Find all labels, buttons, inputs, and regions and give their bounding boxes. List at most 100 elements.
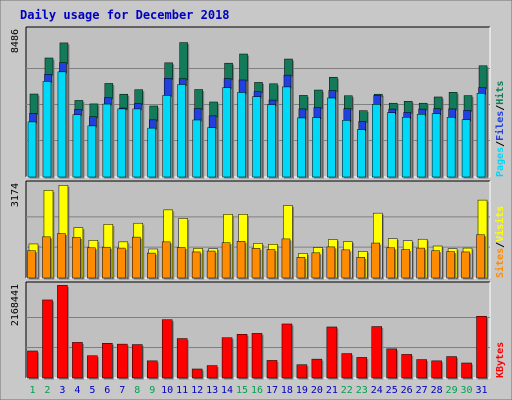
bar-kbytes-day-4	[72, 342, 84, 380]
bar-kbytes-day-29	[446, 356, 459, 380]
x-tick-label: 18	[281, 385, 293, 396]
bar-sites-day-6	[102, 246, 112, 280]
bar-sites-day-11	[176, 247, 187, 280]
bar-sites-day-14	[221, 242, 232, 280]
bar-pages-day-28	[431, 113, 442, 179]
bar-pages-day-8	[132, 108, 143, 179]
x-tick-label: 11	[176, 385, 188, 396]
bar-sites-day-9	[146, 252, 157, 280]
x-tick-label: 2	[44, 385, 50, 396]
x-tick-label: 21	[326, 385, 338, 396]
chart-title: Daily usage for December 2018	[20, 8, 230, 22]
bar-pages-day-7	[117, 108, 128, 179]
bar-kbytes-day-18	[281, 323, 294, 380]
bar-sites-day-1	[27, 250, 37, 280]
panel-2: 3174 Sites/Visits	[10, 180, 506, 280]
bar-sites-day-13	[206, 250, 217, 280]
bar-kbytes-day-9	[146, 360, 159, 380]
bar-pages-day-5	[87, 125, 98, 179]
x-tick-label: 9	[149, 385, 155, 396]
x-tick-label: 17	[266, 385, 278, 396]
bar-sites-day-24	[371, 242, 382, 280]
bar-sites-day-7	[117, 247, 127, 280]
bar-sites-day-27	[416, 247, 427, 280]
bar-pages-day-20	[312, 117, 322, 179]
bar-sites-day-5	[87, 247, 97, 280]
bar-kbytes-day-31	[476, 315, 489, 380]
bar-sites-day-12	[191, 251, 202, 280]
bar-sites-day-4	[72, 237, 82, 280]
x-tick-label: 24	[371, 385, 383, 396]
bar-sites-day-15	[236, 241, 247, 280]
bar-kbytes-day-30	[461, 362, 474, 380]
bar-kbytes-day-3	[57, 285, 69, 380]
bar-pages-day-23	[357, 129, 367, 179]
x-tick-label: 10	[161, 385, 173, 396]
bar-pages-day-15	[237, 92, 248, 179]
bar-kbytes-day-21	[326, 326, 339, 380]
bar-pages-day-16	[252, 96, 263, 179]
bar-kbytes-day-25	[386, 348, 399, 380]
bar-pages-day-10	[162, 95, 173, 179]
bar-kbytes-day-16	[251, 333, 264, 380]
x-tick-label: 5	[89, 385, 95, 396]
bar-kbytes-day-23	[356, 357, 369, 380]
series-legend: Sites/Visits	[494, 206, 506, 278]
bar-sites-day-28	[431, 250, 442, 280]
bar-pages-day-26	[401, 116, 412, 179]
panel-1: 8486 Pages/Files/Hits	[10, 26, 506, 179]
bar-sites-day-17	[266, 249, 277, 280]
bar-pages-day-21	[327, 97, 337, 179]
x-tick-label: 6	[104, 385, 110, 396]
bar-kbytes-day-22	[341, 353, 354, 380]
bar-pages-day-25	[386, 112, 397, 179]
x-tick-label: 16	[251, 385, 263, 396]
bar-sites-day-26	[401, 249, 412, 280]
bar-sites-day-22	[341, 249, 352, 280]
x-tick-label: 7	[119, 385, 125, 396]
bar-sites-day-20	[311, 252, 322, 280]
x-tick-label: 12	[191, 385, 203, 396]
bar-sites-day-31	[476, 234, 487, 280]
x-tick-label: 19	[296, 385, 308, 396]
bar-kbytes-day-8	[132, 344, 144, 380]
bar-pages-day-19	[297, 117, 307, 179]
bar-sites-day-2	[42, 236, 52, 280]
x-tick-label: 8	[134, 385, 140, 396]
y-max-label: 3174	[10, 183, 21, 207]
bar-kbytes-day-14	[221, 337, 234, 380]
x-tick-label: 31	[475, 385, 487, 396]
y-max-label: 2168441	[10, 284, 21, 326]
bar-kbytes-day-7	[117, 343, 129, 380]
bar-sites-day-29	[446, 251, 457, 280]
bar-sites-day-30	[461, 251, 472, 280]
bar-kbytes-day-15	[236, 334, 249, 380]
x-tick-label: 27	[416, 385, 428, 396]
y-max-label: 8486	[10, 29, 21, 53]
bar-kbytes-day-12	[191, 368, 204, 380]
bar-kbytes-day-27	[416, 359, 429, 380]
x-tick-label: 28	[431, 385, 443, 396]
bar-sites-day-23	[356, 257, 367, 280]
x-tick-label: 25	[386, 385, 398, 396]
x-tick-label: 26	[401, 385, 413, 396]
bar-pages-day-17	[267, 104, 277, 179]
bar-kbytes-day-13	[206, 365, 219, 380]
x-tick-label: 23	[356, 385, 368, 396]
series-legend: Pages/Files/Hits	[494, 81, 506, 177]
bar-kbytes-day-20	[311, 358, 324, 380]
bar-pages-day-11	[177, 84, 188, 179]
bar-kbytes-day-2	[42, 299, 54, 380]
bar-pages-day-2	[42, 81, 53, 179]
bar-pages-day-30	[461, 119, 472, 179]
bar-sites-day-21	[326, 246, 337, 280]
bar-pages-day-22	[342, 120, 352, 179]
bar-pages-day-14	[222, 87, 233, 179]
bar-sites-day-25	[386, 247, 397, 280]
bar-sites-day-8	[132, 236, 142, 280]
bar-pages-day-13	[207, 127, 218, 179]
bar-kbytes-day-24	[371, 326, 384, 380]
bar-pages-day-4	[72, 114, 83, 179]
